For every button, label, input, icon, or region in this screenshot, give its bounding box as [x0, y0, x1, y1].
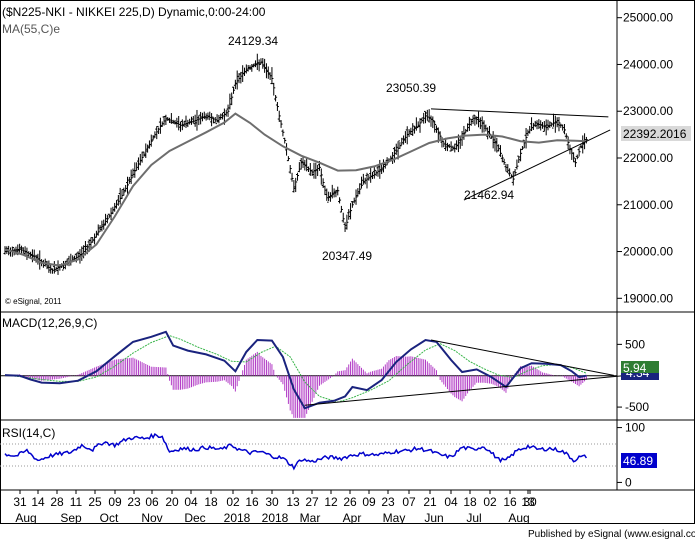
rsi-value: 46.89	[623, 454, 653, 468]
price-panel: ($N225-NKI - NIKKEI 225,D) Dynamic,0:00-…	[2, 5, 691, 306]
price-trendline	[430, 108, 609, 118]
chart-title: ($N225-NKI - NIKKEI 225,D) Dynamic,0:00-…	[2, 5, 266, 19]
x-day-label: 02	[483, 495, 497, 509]
x-day-label: 20	[165, 495, 179, 509]
x-month-label: Aug	[15, 511, 36, 525]
macd-value: 5.94	[623, 361, 647, 375]
ma-label: MA(55,C)e	[2, 22, 60, 36]
footer-text: Published by eSignal (www.esignal.com)	[528, 529, 695, 540]
x-axis: 31 14 28 11 25 09 23 06 20 04 18 02 16 30 13 27 12 26 09 23…	[13, 490, 537, 525]
ma-55-line	[4, 112, 587, 267]
x-day-label: 13	[286, 495, 300, 509]
annotation-mar-low: 20347.49	[322, 249, 372, 263]
x-month-label: Mar	[300, 511, 321, 525]
x-day-label: 09	[108, 495, 122, 509]
macd-signal-line	[4, 335, 587, 403]
x-month-label: Aug	[508, 511, 529, 525]
macd-trendline	[430, 339, 614, 376]
x-day-label: 18	[204, 495, 218, 509]
x-month-label: Apr	[343, 511, 362, 525]
price-tick-label: 25000.00	[623, 11, 673, 25]
price-tick-label: 21000.00	[623, 198, 673, 212]
x-month-label: Sep	[60, 511, 82, 525]
rsi-tag	[621, 453, 657, 468]
x-month-label: May	[383, 511, 406, 525]
x-day-label: 21	[423, 495, 437, 509]
x-day-label: 25	[88, 495, 102, 509]
price-tick-label: 22000.00	[623, 151, 673, 165]
price-tick-label: 24000.00	[623, 57, 673, 71]
rsi-line	[4, 432, 588, 471]
x-day-label: 27	[305, 495, 319, 509]
macd-tick-label: 500	[625, 337, 645, 351]
esignal-watermark: © eSignal, 2011	[5, 297, 62, 306]
x-month-label: Dec	[184, 511, 205, 525]
price-tick-label: 20000.00	[623, 245, 673, 259]
rsi-tick-label: 100	[625, 421, 645, 435]
price-tick-label: 23000.00	[623, 104, 673, 118]
x-day-label: 13	[521, 495, 535, 509]
last-price-value: 22392.2016	[623, 127, 687, 141]
macd-y-ticks: -500 500	[617, 337, 649, 414]
annotation-may-high: 23050.39	[386, 81, 436, 95]
x-day-label: 23	[127, 495, 141, 509]
price-trendline	[463, 129, 611, 201]
x-month-label: 2018	[262, 511, 289, 525]
x-day-label: 23	[381, 495, 395, 509]
x-day-label: 12	[324, 495, 338, 509]
macd-tag	[621, 361, 659, 373]
price-tick-label: 19000.00	[623, 291, 673, 305]
price-y-ticks: 19000.00 20000.00 21000.00 22000.00 23000.00…	[617, 11, 673, 305]
annotation-jul-low: 21462.94	[464, 188, 514, 202]
x-month-label: Jun	[424, 511, 443, 525]
macd-title: MACD(12,26,9,C)	[2, 316, 97, 330]
x-day-label: 02	[226, 495, 240, 509]
x-day-label: 30	[523, 495, 537, 509]
footer-bar	[0, 524, 695, 540]
macd-histogram	[6, 351, 587, 418]
x-month-label: 2018	[224, 511, 251, 525]
macd-trendline	[304, 375, 624, 406]
x-day-label: 04	[184, 495, 198, 509]
macd-trendlines	[304, 339, 624, 406]
last-price-tag	[621, 126, 691, 141]
annotation-high: 24129.34	[228, 34, 278, 48]
x-day-label: 09	[362, 495, 376, 509]
rsi-tick-label: 0	[625, 475, 632, 489]
x-day-label: 18	[463, 495, 477, 509]
x-day-label: 16	[245, 495, 259, 509]
x-month-label: Nov	[141, 511, 162, 525]
signal-tag	[621, 372, 659, 380]
x-day-label: 06	[145, 495, 159, 509]
macd-tick-label: -500	[625, 400, 649, 414]
x-day-label: 07	[402, 495, 416, 509]
rsi-y-ticks: 0 100	[617, 421, 645, 489]
price-series	[3, 53, 588, 275]
rsi-guide-lines	[0, 443, 617, 467]
x-day-label: 26	[343, 495, 357, 509]
x-day-label: 04	[444, 495, 458, 509]
rsi-title: RSI(14,C)	[2, 426, 55, 440]
x-month-label: Jul	[466, 511, 481, 525]
rsi-panel: RSI(14,C) 0 100 46.89	[0, 421, 657, 489]
price-trendlines	[430, 108, 611, 201]
macd-line	[4, 330, 587, 410]
x-day-label: 30	[265, 495, 279, 509]
x-day-label: 11	[70, 495, 83, 509]
x-day-label: 14	[31, 495, 45, 509]
x-day-label: 31	[13, 495, 27, 509]
x-month-label: Oct	[100, 511, 119, 525]
x-day-label: 28	[50, 495, 64, 509]
x-day-label: 16	[503, 495, 517, 509]
